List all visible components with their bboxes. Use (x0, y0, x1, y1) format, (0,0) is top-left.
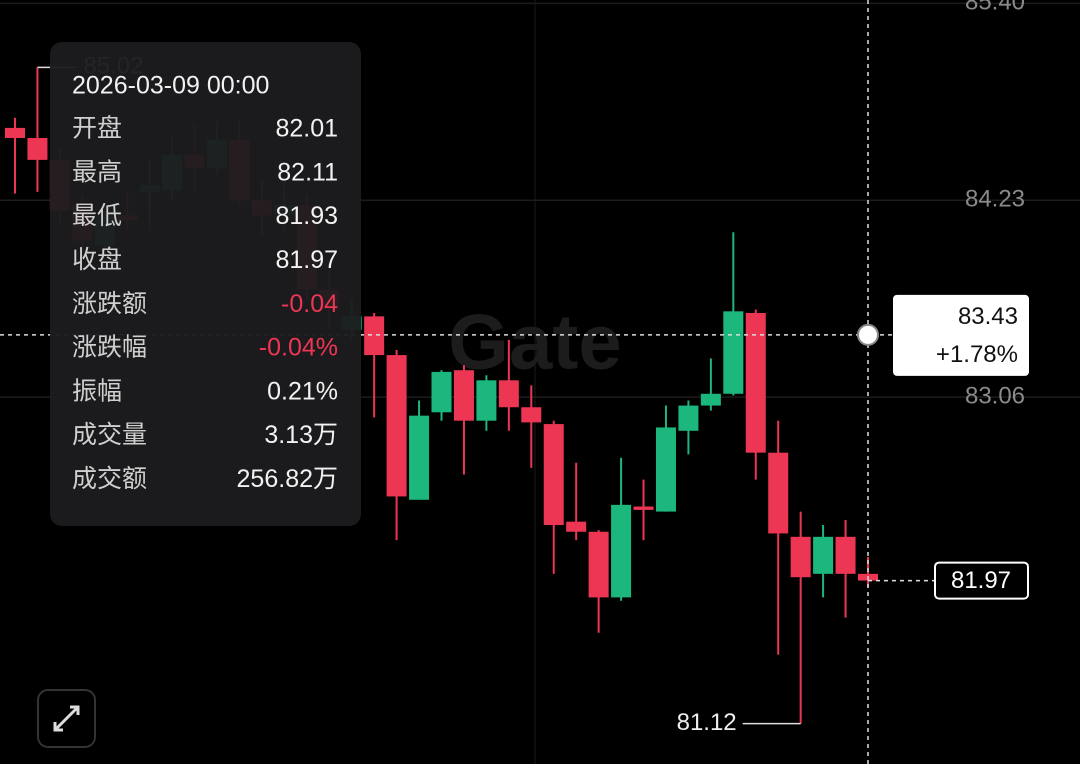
candle-body (655, 427, 676, 512)
tooltip-value: -0.04% (259, 334, 338, 362)
tooltip-label: 开盘 (72, 115, 122, 143)
candle-body (835, 536, 856, 574)
tooltip-value: 3.13万 (264, 421, 338, 449)
low-label: 81.12 (677, 709, 737, 736)
candle-body (745, 313, 766, 453)
tooltip-label: 收盘 (72, 246, 122, 274)
crosshair-price: 83.43 (958, 303, 1018, 330)
candle-body (521, 407, 542, 423)
tooltip-value: 256.82万 (237, 465, 338, 493)
tooltip-box (50, 42, 361, 526)
tooltip-value: 82.11 (277, 158, 338, 186)
expand-icon (53, 705, 80, 732)
tooltip-label: 成交额 (72, 465, 147, 493)
candle-body (543, 424, 564, 526)
crosshair-tag (893, 294, 1029, 376)
crosshair-dot (857, 323, 879, 346)
candle-body (431, 371, 452, 413)
candle-body (700, 393, 721, 406)
tooltip-label: 涨跌额 (72, 290, 147, 318)
candle-body (768, 452, 789, 534)
candle-body (498, 380, 519, 408)
candle-body (386, 355, 407, 497)
tooltip-label: 成交量 (72, 421, 147, 449)
tooltip-value: 82.01 (275, 115, 338, 143)
candle-body (453, 370, 474, 421)
expand-button[interactable] (37, 689, 96, 748)
candle-body (476, 380, 497, 421)
candle-body (588, 531, 609, 598)
candle-body (611, 504, 632, 598)
crosshair-change: +1.78% (936, 341, 1018, 368)
candle-body (790, 536, 811, 578)
y-tick-label: 83.06 (965, 382, 1025, 409)
candle-body (27, 137, 48, 160)
candle-body (409, 415, 430, 500)
tooltip-label: 最高 (72, 158, 122, 186)
y-tick-label: 84.23 (965, 186, 1025, 213)
candle-body (566, 521, 587, 532)
y-tick-label: 85.40 (965, 0, 1025, 16)
tooltip-label: 振幅 (72, 377, 122, 405)
candle-body (5, 127, 25, 138)
tooltip-value: 0.21% (267, 377, 338, 405)
tooltip-value: 81.97 (275, 246, 338, 274)
last-price-tag (934, 561, 1029, 600)
watermark: Gate (448, 298, 621, 386)
grid: 85.40 84.23 83.06 (0, 0, 1080, 409)
tooltip-value: -0.04 (281, 290, 338, 318)
tooltip: 2026-03-09 00:00 开盘 82.01 最高 82.11 最低 81.93 收盘… (50, 42, 361, 526)
candle-body (678, 405, 699, 431)
last-price: 81.97 (951, 567, 1011, 594)
candle-body (813, 536, 834, 574)
candle-body (723, 311, 744, 394)
tooltip-value: 81.93 (275, 202, 338, 230)
tooltip-label: 最低 (72, 202, 122, 230)
tooltip-date: 2026-03-09 00:00 (72, 72, 269, 100)
tooltip-label: 涨跌幅 (72, 334, 147, 362)
candle-body (364, 316, 385, 356)
candle-body (633, 506, 654, 510)
